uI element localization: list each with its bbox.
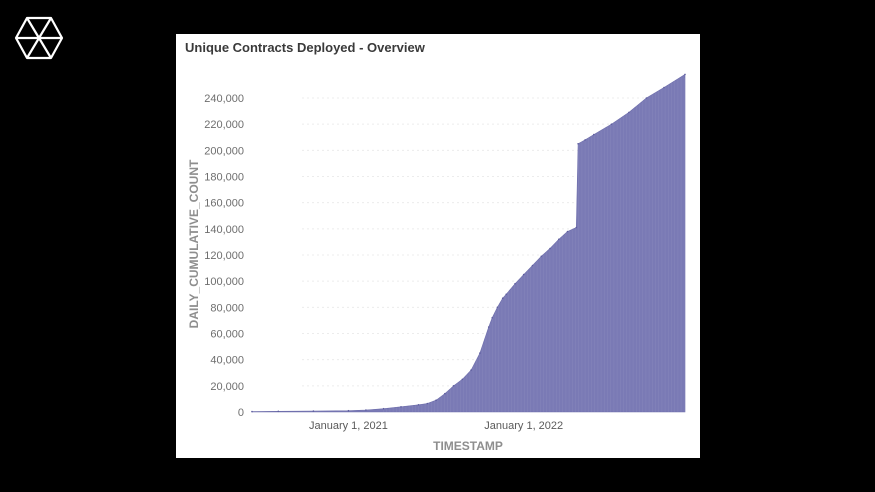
y-tick-label: 80,000 [210,302,244,314]
data-point [312,410,315,412]
data-point [531,264,534,267]
data-point [417,404,420,406]
data-point [584,139,586,141]
y-tick-label: 20,000 [210,381,244,393]
data-point [566,230,569,233]
data-point [444,392,446,395]
data-point [610,123,613,125]
chart-svg: 0 20,000 40,000 60,000 80,000 100,000 120,000 1… [187,73,686,453]
data-point [347,409,350,412]
data-point [470,369,472,371]
hexagon-cube-logo-icon [14,16,64,60]
data-point [549,247,551,250]
data-point [496,306,499,309]
data-point [479,352,481,354]
data-point [575,226,578,229]
y-tick-label: 100,000 [204,276,244,288]
y-tick-label: 60,000 [210,329,244,341]
y-tick-label: 240,000 [204,93,244,105]
y-tick-label: 40,000 [210,355,244,367]
data-point [251,410,253,413]
y-tick-label: 120,000 [204,250,244,262]
data-point [522,273,525,276]
data-point [426,402,429,405]
x-tick-label: January 1, 2022 [484,420,563,432]
data-point [452,385,455,387]
data-point [663,86,665,89]
data-point [461,378,464,381]
data-point [593,133,595,136]
chart-title: Unique Contracts Deployed - Overview [185,40,425,55]
y-tick-label: 180,000 [204,172,244,184]
data-point [487,326,490,328]
data-point [491,317,494,319]
data-point [514,283,516,285]
chart-card: Unique Contracts Deployed - Overview 0 20… [176,34,700,458]
y-axis-label: DAILY_CUMULATIVE_COUNT [187,159,201,328]
data-point [505,293,508,296]
data-point [684,73,686,76]
data-point [558,238,560,241]
data-point [577,143,579,145]
x-axis-label: TIMESTAMP [433,439,503,453]
y-tick-label: 200,000 [204,145,244,157]
y-tick-label: 0 [238,407,244,419]
data-point [365,409,367,411]
y-tick-label: 220,000 [204,119,244,131]
y-tick-label: 160,000 [204,198,244,210]
data-point [435,399,437,402]
data-point [645,97,648,99]
data-point [400,406,402,408]
data-point [628,111,630,114]
data-point [540,255,543,258]
data-point [501,297,504,300]
data-point [382,407,385,410]
y-tick-label: 140,000 [204,224,244,236]
data-point [277,410,280,413]
x-tick-label: January 1, 2021 [309,420,388,432]
